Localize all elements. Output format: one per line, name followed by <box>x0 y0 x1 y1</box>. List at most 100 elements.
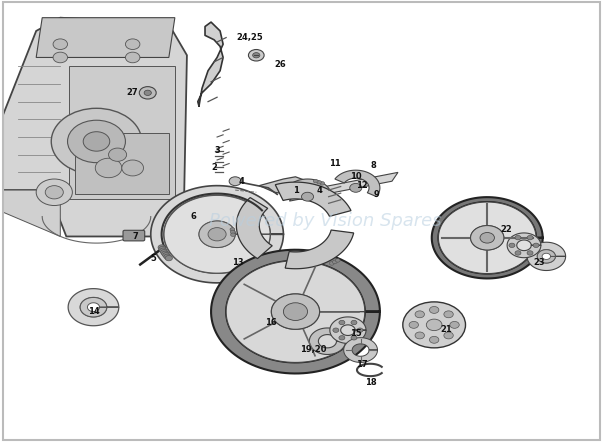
Circle shape <box>139 87 156 99</box>
Circle shape <box>527 236 533 240</box>
Polygon shape <box>80 297 107 317</box>
Polygon shape <box>3 18 187 236</box>
Circle shape <box>165 255 172 261</box>
Circle shape <box>429 336 439 343</box>
Circle shape <box>271 294 320 329</box>
Text: 26: 26 <box>274 60 286 69</box>
Circle shape <box>320 182 324 185</box>
Circle shape <box>199 221 235 248</box>
Circle shape <box>159 247 166 252</box>
Text: 6: 6 <box>190 212 196 221</box>
Polygon shape <box>432 197 543 278</box>
Polygon shape <box>3 190 60 236</box>
Circle shape <box>51 108 142 175</box>
Circle shape <box>332 260 337 264</box>
Text: 4: 4 <box>317 186 323 194</box>
Polygon shape <box>537 250 555 263</box>
Text: 15: 15 <box>350 329 362 338</box>
Circle shape <box>253 53 260 58</box>
Text: 13: 13 <box>232 259 244 267</box>
Polygon shape <box>151 186 283 283</box>
Text: 7: 7 <box>133 232 139 241</box>
Polygon shape <box>330 317 366 343</box>
Polygon shape <box>236 198 272 259</box>
Text: 18: 18 <box>365 378 377 387</box>
Circle shape <box>480 232 494 243</box>
Circle shape <box>415 311 425 318</box>
Text: 10: 10 <box>350 172 362 181</box>
Circle shape <box>403 302 466 348</box>
Circle shape <box>160 250 168 255</box>
Circle shape <box>208 228 226 241</box>
Text: 23: 23 <box>534 259 546 267</box>
Circle shape <box>53 39 68 50</box>
Circle shape <box>36 179 72 206</box>
Polygon shape <box>275 182 351 216</box>
Circle shape <box>313 179 318 183</box>
Circle shape <box>415 332 425 339</box>
Circle shape <box>450 321 459 328</box>
Polygon shape <box>211 250 380 373</box>
Text: 24,25: 24,25 <box>237 33 264 42</box>
Circle shape <box>230 233 235 236</box>
Polygon shape <box>527 242 566 271</box>
Circle shape <box>533 243 539 248</box>
Text: 2: 2 <box>211 164 217 172</box>
Circle shape <box>248 50 264 61</box>
Text: 1: 1 <box>292 186 298 194</box>
Circle shape <box>160 248 167 253</box>
Polygon shape <box>286 179 332 206</box>
Polygon shape <box>438 202 536 274</box>
Circle shape <box>335 259 340 262</box>
Text: 12: 12 <box>356 181 368 190</box>
Circle shape <box>122 160 144 176</box>
Text: 11: 11 <box>329 159 341 168</box>
Circle shape <box>45 186 63 199</box>
Text: 21: 21 <box>440 325 452 334</box>
Text: 8: 8 <box>371 161 377 170</box>
Circle shape <box>527 251 533 255</box>
Circle shape <box>144 90 151 95</box>
Circle shape <box>339 320 345 325</box>
Circle shape <box>68 120 125 163</box>
FancyBboxPatch shape <box>123 230 145 241</box>
Circle shape <box>317 180 321 184</box>
Polygon shape <box>259 177 308 194</box>
Circle shape <box>230 230 235 234</box>
Circle shape <box>229 177 241 186</box>
Polygon shape <box>335 170 380 197</box>
Polygon shape <box>68 289 119 326</box>
Text: 4: 4 <box>238 177 244 186</box>
Circle shape <box>302 192 314 201</box>
Polygon shape <box>198 22 223 106</box>
Circle shape <box>429 306 439 313</box>
FancyBboxPatch shape <box>75 133 169 194</box>
Polygon shape <box>164 195 270 273</box>
Circle shape <box>351 320 357 325</box>
Circle shape <box>125 39 140 50</box>
Polygon shape <box>285 230 354 269</box>
Circle shape <box>470 225 504 250</box>
FancyBboxPatch shape <box>69 66 175 199</box>
Polygon shape <box>309 328 346 354</box>
Circle shape <box>158 245 165 250</box>
Circle shape <box>125 52 140 63</box>
Circle shape <box>409 321 418 328</box>
Circle shape <box>329 262 334 265</box>
Circle shape <box>509 243 515 248</box>
Circle shape <box>333 328 339 332</box>
Polygon shape <box>226 261 365 362</box>
Circle shape <box>339 335 345 340</box>
Circle shape <box>163 253 170 258</box>
Polygon shape <box>344 338 377 362</box>
Circle shape <box>95 158 122 178</box>
Circle shape <box>351 335 357 340</box>
Circle shape <box>283 303 308 320</box>
Circle shape <box>162 251 169 256</box>
Text: 27: 27 <box>127 88 139 97</box>
Text: 22: 22 <box>500 225 513 234</box>
Circle shape <box>53 52 68 63</box>
Text: Powered by Vision Spares: Powered by Vision Spares <box>209 212 442 230</box>
Circle shape <box>83 132 110 151</box>
Circle shape <box>164 254 171 259</box>
